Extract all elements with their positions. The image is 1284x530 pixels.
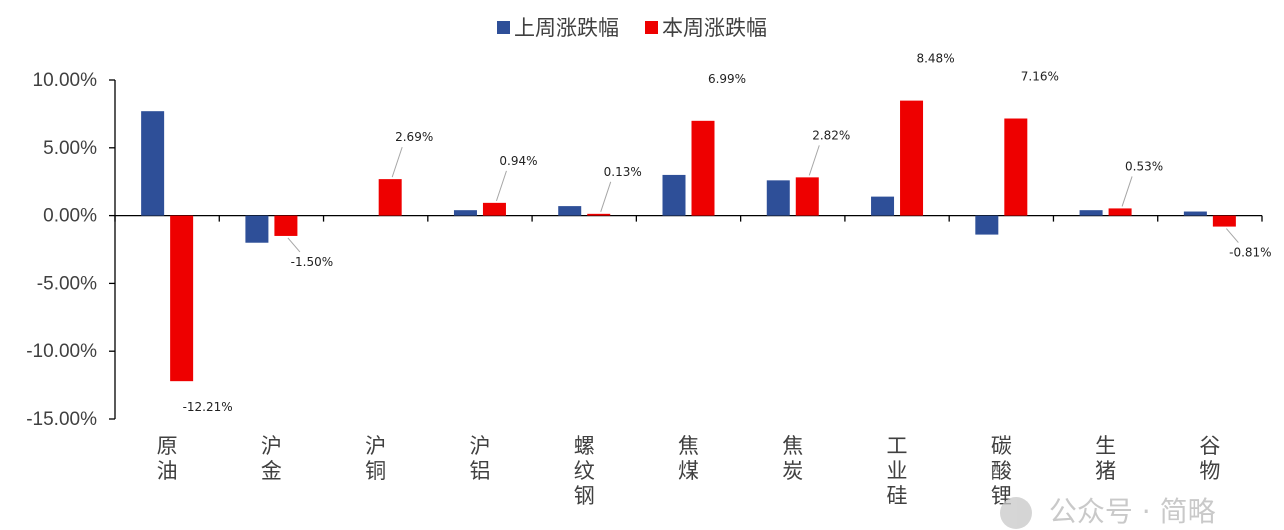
legend-swatch-last-week [497, 20, 510, 34]
data-label-leader [600, 181, 612, 212]
bar-this-week [482, 202, 506, 216]
data-label: 2.69% [395, 130, 433, 144]
x-tick-label: 沪金 [261, 434, 282, 483]
bar-last-week [662, 174, 686, 216]
bar-last-week [766, 180, 790, 216]
y-tick-label: -10.00% [26, 341, 97, 362]
chart-legend: 上周涨跌幅 本周涨跌幅 [497, 12, 793, 42]
x-tick-label: 原油 [157, 434, 178, 483]
y-tick-label: -5.00% [37, 273, 97, 294]
data-label-leader [287, 237, 301, 253]
bar-last-week [558, 206, 582, 216]
x-tick-label: 生猪 [1095, 434, 1116, 483]
bar-this-week [1212, 215, 1236, 227]
x-tick-label: 沪铝 [469, 434, 490, 483]
data-label: 2.82% [812, 128, 850, 142]
data-label-leader [391, 146, 403, 178]
data-label: 8.48% [916, 52, 954, 66]
legend-item-this-week: 本周涨跌幅 [645, 12, 767, 42]
y-tick-label: 5.00% [43, 138, 97, 159]
y-tick-label: 10.00% [33, 70, 98, 91]
bar-chart: 10.00% 5.00% 0.00% -5.00% -10.00% -15.00% -12.… [26, 52, 1271, 508]
x-tick-label: 焦炭 [782, 434, 803, 483]
bar-this-week [691, 120, 715, 216]
wechat-logo-icon [1000, 497, 1032, 529]
data-label: 0.13% [604, 165, 642, 179]
data-label-leader [495, 170, 507, 202]
watermark-text: 公众号 · 简略 [1048, 495, 1216, 528]
bar-this-week [378, 179, 402, 216]
data-label: -12.21% [183, 400, 233, 414]
data-label-leader [1225, 228, 1239, 243]
bar-last-week [1079, 210, 1103, 216]
watermark: 公众号 · 简略 [1000, 490, 1216, 530]
bar-this-week [1108, 208, 1132, 216]
bar-last-week [141, 111, 165, 216]
bar-this-week [900, 100, 924, 216]
bar-this-week [795, 177, 819, 216]
data-label: 0.53% [1125, 159, 1163, 173]
legend-item-last-week: 上周涨跌幅 [497, 12, 619, 42]
bar-last-week [245, 215, 269, 243]
data-label: -1.50% [291, 255, 333, 269]
bar-last-week [975, 215, 999, 235]
bar-this-week [170, 215, 194, 382]
data-label: 6.99% [708, 72, 746, 86]
data-label: -0.81% [1229, 246, 1271, 260]
bar-this-week [587, 213, 611, 216]
legend-label-last-week: 上周涨跌幅 [514, 16, 619, 40]
bar-last-week [871, 196, 895, 216]
data-label: 7.16% [1021, 70, 1059, 84]
y-tick-label: -15.00% [26, 409, 97, 430]
x-tick-label: 沪铜 [365, 434, 386, 483]
y-tick-label: 0.00% [43, 206, 97, 227]
legend-swatch-this-week [645, 20, 658, 34]
data-label: 0.94% [499, 154, 537, 168]
bar-this-week [274, 215, 298, 236]
bar-this-week [1004, 118, 1028, 216]
bar-last-week [1183, 211, 1207, 216]
x-tick-label: 工业硅 [887, 434, 908, 508]
data-label-leader [808, 145, 820, 176]
x-tick-label: 谷物 [1199, 434, 1220, 483]
x-tick-label: 焦煤 [678, 434, 699, 483]
bar-last-week [453, 210, 477, 216]
x-tick-label: 螺纹钢 [574, 434, 595, 508]
legend-label-this-week: 本周涨跌幅 [662, 16, 767, 40]
data-label-leader [1121, 176, 1133, 207]
